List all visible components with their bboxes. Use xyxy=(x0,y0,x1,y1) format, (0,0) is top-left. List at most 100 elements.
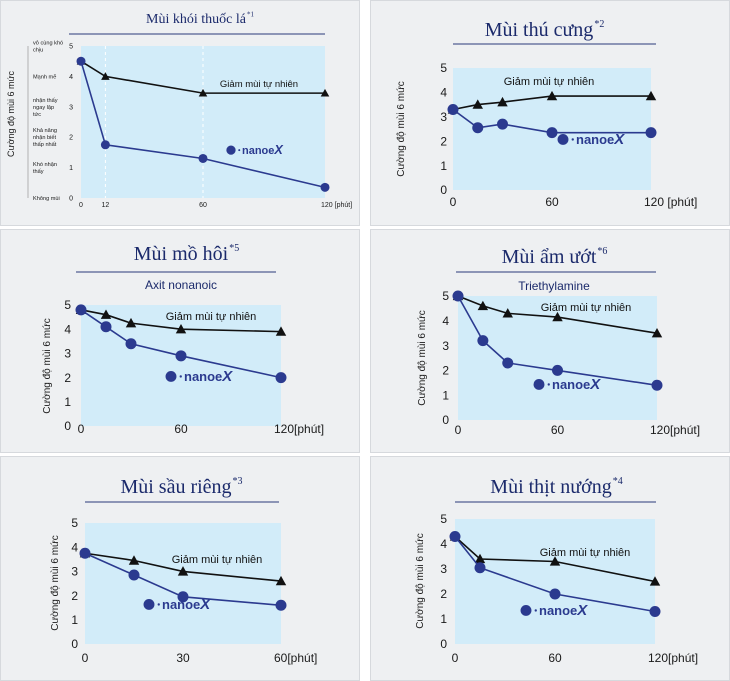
nanoex-logo: nanoeX xyxy=(143,596,211,613)
data-point-circle xyxy=(474,562,486,574)
nanoex-logo-text: nanoeX xyxy=(242,143,284,157)
y-tick-label: 4 xyxy=(440,86,447,100)
data-point-circle xyxy=(651,379,663,391)
y-category-line: thấp nhất xyxy=(33,142,57,148)
chart-title-footnote: *6 xyxy=(597,246,607,257)
x-tick-label: 0 xyxy=(79,202,83,209)
y-tick-label: 0 xyxy=(69,195,73,202)
nanoex-logo-dot xyxy=(157,603,160,606)
series-line xyxy=(454,536,656,613)
x-tick-label: 0 xyxy=(78,422,85,436)
data-point-circle xyxy=(502,357,514,369)
y-category-label: Không mùi xyxy=(33,196,60,202)
y-tick-label: 0 xyxy=(64,419,71,433)
y-tick-label: 4 xyxy=(69,74,73,81)
data-point-triangle xyxy=(552,311,563,322)
y-category-line: nhận thấy xyxy=(33,98,58,104)
x-tick-label: 120[phút] xyxy=(650,423,700,437)
nanoex-logo-text: nanoeX xyxy=(576,131,625,148)
nanoex-logo-mark xyxy=(557,133,569,145)
chart-svg: Mùi sầu riêng *3 0 1 2 3 4 5 0 30 60[phút] Cường độ… xyxy=(50,476,317,665)
nanoex-logo-dot xyxy=(547,383,550,386)
nanoex-logo-dot xyxy=(571,138,574,141)
y-tick-label: 1 xyxy=(64,395,71,409)
x-tick-label: 0 xyxy=(452,651,459,665)
natural-decay-label: Giảm mùi tự nhiên xyxy=(540,547,631,559)
chart-panel-durian: Mùi sầu riêng *3 0 1 2 3 4 5 0 30 60[phút] Cường độ… xyxy=(0,456,360,681)
y-axis-label: Cường độ mùi 6 mức xyxy=(42,318,53,414)
y-category-line: tức xyxy=(33,112,41,118)
nanoex-logo-text: nanoeX xyxy=(552,376,601,393)
data-point-circle xyxy=(198,153,208,163)
natural-decay-label: Giảm mùi tự nhiên xyxy=(220,79,298,90)
y-tick-label: 3 xyxy=(440,562,447,576)
data-point-circle xyxy=(79,547,91,559)
y-category-line: ngay lập xyxy=(33,105,54,111)
data-point-circle xyxy=(546,127,558,139)
chart-title: Mùi ẩm ướt xyxy=(502,246,597,268)
data-point-triangle xyxy=(128,555,140,565)
data-point-triangle xyxy=(474,553,486,564)
chart-title: Mùi thịt nướng xyxy=(490,476,611,498)
chart-panel-sweat: Mùi mồ hôi *5 Axit nonanoic 0 1 2 3 4 5 0 60 120[ph… xyxy=(0,229,360,453)
y-axis-label: Cường độ mùi 6 mức xyxy=(415,533,426,629)
nanoex-logo-x: X xyxy=(273,143,284,157)
data-point-triangle xyxy=(125,317,137,328)
x-tick-label: 60 xyxy=(545,195,559,209)
y-category-label: Khó nhận thấy xyxy=(33,162,57,175)
plot-area xyxy=(85,523,281,644)
chart-title-footnote: *1 xyxy=(247,11,255,19)
data-point-circle xyxy=(275,372,287,384)
data-point-triangle xyxy=(502,308,513,318)
y-tick-label: 3 xyxy=(69,104,73,111)
chart-title: Mùi thú cưng xyxy=(485,19,594,41)
chart-panel-smoke: Mùi khói thuốc lá *1 0 1 2 3 4 5 Không mùi Khó nh… xyxy=(0,0,360,226)
y-category-line: Khả năng xyxy=(33,128,57,134)
y-category-line: thấy xyxy=(33,169,44,175)
nanoex-logo-word: nanoe xyxy=(242,145,274,157)
y-tick-label: 5 xyxy=(442,289,449,303)
series-nanoex xyxy=(447,103,657,139)
natural-decay-label: Giảm mùi tự nhiên xyxy=(166,311,257,323)
nanoex-logo-mark xyxy=(226,145,236,155)
nanoex-logo-mark xyxy=(520,604,532,616)
chart-svg: Mùi thú cưng *2 0 1 2 3 4 5 0 60 120 [phút] Cường đ… xyxy=(396,19,697,209)
y-category-line: Mạnh mẽ xyxy=(33,74,56,80)
y-category-line: Không mùi xyxy=(33,196,60,202)
data-point-circle xyxy=(125,338,137,350)
nanoex-logo-x: X xyxy=(589,376,601,393)
y-category-line: vô cùng khó xyxy=(33,41,63,47)
series-line xyxy=(80,60,326,189)
data-point-circle xyxy=(449,531,461,542)
data-point-triangle xyxy=(645,90,657,101)
y-tick-label: 0 xyxy=(71,637,78,651)
natural-decay-label: Giảm mùi tự nhiên xyxy=(172,554,263,566)
x-tick-label: 12 xyxy=(102,202,110,209)
x-tick-label: 0 xyxy=(455,423,462,437)
series-line xyxy=(84,552,282,607)
series-line xyxy=(80,60,325,94)
y-category-line: nhận biết xyxy=(33,135,56,141)
y-tick-label: 5 xyxy=(64,298,71,312)
y-tick-label: 4 xyxy=(64,322,71,336)
data-point-triangle xyxy=(477,300,489,311)
nanoex-logo: nanoeX xyxy=(533,376,601,393)
nanoex-logo: nanoeX xyxy=(520,602,588,619)
data-point-circle xyxy=(552,364,563,376)
nanoex-logo-dot xyxy=(534,609,537,612)
y-category-label: Khả năng nhận biết thấp nhất xyxy=(33,128,57,148)
nanoex-logo-text: nanoeX xyxy=(184,368,233,385)
x-tick-label: 60 xyxy=(548,651,562,665)
chart-svg: Mùi ẩm ướt *6 Triethylamine 0 1 2 3 4 5 0 60 120[ph… xyxy=(417,246,700,437)
x-tick-label: 120 [phút] xyxy=(321,202,352,209)
chart-subtitle: Axit nonanoic xyxy=(145,278,217,292)
y-tick-label: 3 xyxy=(442,339,449,353)
y-tick-label: 2 xyxy=(64,371,71,385)
data-point-circle xyxy=(477,335,489,347)
nanoex-logo-text: nanoeX xyxy=(539,602,588,619)
chart-panel-bbq: Mùi thịt nướng *4 0 1 2 3 4 5 0 60 120[phút] Cường … xyxy=(370,456,730,681)
chart-title-footnote: *5 xyxy=(229,243,239,254)
data-point-triangle xyxy=(472,99,483,109)
data-point-triangle xyxy=(651,327,663,338)
